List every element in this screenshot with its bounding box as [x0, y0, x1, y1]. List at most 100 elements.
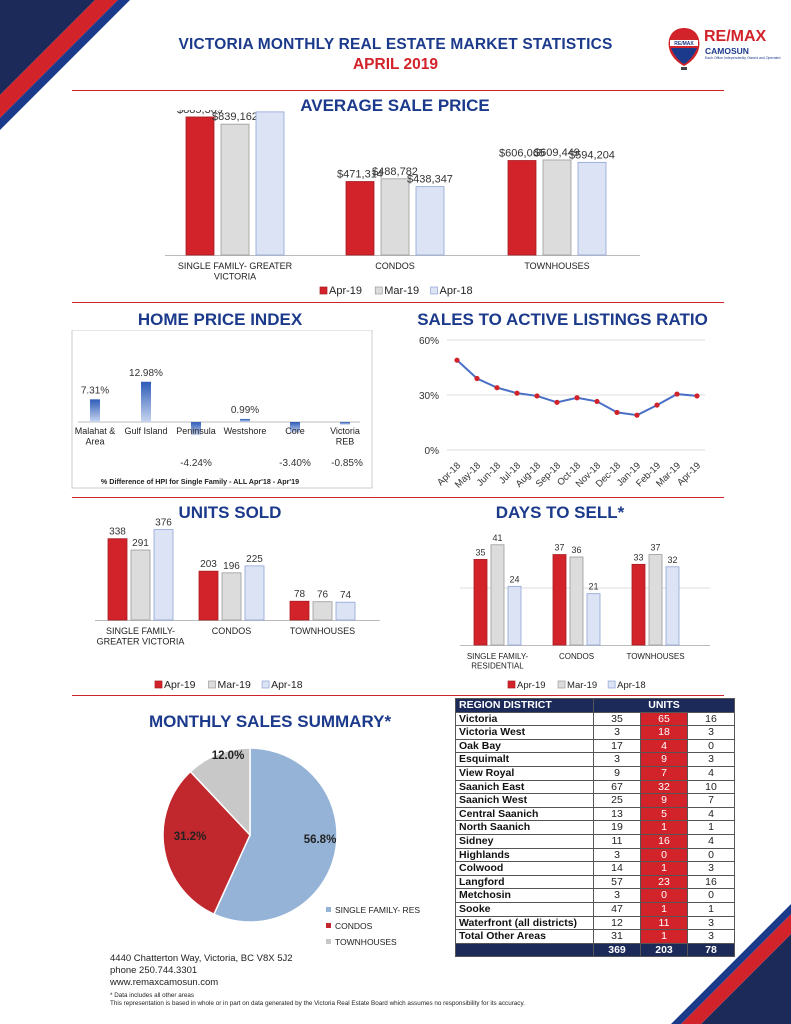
region-units: 3 — [593, 725, 641, 740]
legend-swatch — [326, 907, 331, 912]
table-row: Victoria 35 65 16 — [455, 711, 735, 727]
table-row: Victoria West 3 18 3 — [455, 725, 735, 740]
pie-slice — [212, 747, 338, 923]
data-point — [634, 412, 640, 418]
legend-swatch — [507, 680, 516, 689]
category-label: CONDOS — [212, 626, 252, 636]
data-point — [514, 390, 520, 396]
pie-slice — [189, 747, 251, 837]
region-units: 9 — [640, 752, 688, 767]
region-units: 7 — [640, 765, 688, 781]
table-row: Total Other Areas 31 1 3 — [455, 929, 735, 944]
data-point — [694, 393, 700, 399]
axis-label: % Difference of HPI for Single Family - … — [101, 477, 299, 486]
units-chart: 338 291 376 SINGLE FAMILY-GREATER VICTORIA 2… — [95, 518, 380, 691]
hpi-title: HOME PRICE INDEX — [137, 310, 303, 329]
table-row: North Saanich 19 1 1 — [455, 820, 735, 835]
region-units: 3 — [687, 861, 735, 876]
legend-swatch — [326, 923, 331, 928]
summary-title: MONTHLY SALES SUMMARY* — [148, 712, 392, 731]
region-units: 0 — [687, 738, 735, 754]
legend-label: CONDOS — [335, 921, 373, 931]
table-row: Saanich West 25 9 7 — [455, 793, 735, 808]
data-point — [474, 375, 480, 382]
region-units: 0 — [687, 847, 735, 863]
table-row: Highlands 3 0 0 — [455, 847, 735, 863]
region-name: Victoria — [455, 711, 594, 727]
legend-label: Apr-19 — [517, 680, 546, 691]
bar-mar-19 — [490, 544, 505, 646]
salr-title: SALES TO ACTIVE LISTINGS RATIO — [417, 310, 708, 329]
region-name: North Saanich — [455, 820, 594, 835]
legend-label: SINGLE FAMILY- RES — [335, 905, 420, 915]
data-label: 196 — [223, 561, 240, 572]
region-units: 3 — [687, 725, 735, 740]
corner-stripes-top-left — [0, 0, 130, 130]
data-point — [674, 391, 680, 397]
data-label: -4.24% — [180, 458, 212, 469]
remax-logo: RE/MAX RE/MAX CAMOSUN Each Office Indepe… — [666, 26, 786, 78]
region-name: Metchosin — [455, 888, 594, 903]
bar-mar-19 — [221, 572, 242, 621]
data-label: $885,309 — [177, 110, 223, 116]
region-units: 13 — [593, 806, 641, 822]
dts-chart: 35 41 24 SINGLE FAMILY-RESIDENTIAL 37 36 21 CON… — [460, 533, 710, 691]
salr-chart: 0%30%60%Apr-18May-18Jun-18Jul-18Aug-18Se… — [419, 336, 705, 491]
legend-label: Apr-18 — [271, 679, 303, 691]
balloon-icon: RE/MAX — [668, 28, 700, 70]
data-point — [574, 395, 580, 401]
dts-title: DAYS TO SELL* — [495, 503, 625, 522]
table-row: Waterfront (all districts) 12 11 3 — [455, 915, 735, 931]
bar-apr-19 — [473, 559, 488, 646]
units-title: UNITS SOLD — [178, 503, 282, 522]
region-units: 11 — [593, 833, 641, 849]
hpi-chart: 7.31% Malahat &Area 12.98% Gulf Island -4.24… — [71, 330, 373, 489]
region-units: 4 — [687, 765, 735, 781]
data-label: $839,162 — [212, 111, 258, 123]
page-title: VICTORIA MONTHLY REAL ESTATE MARKET STAT… — [178, 36, 613, 53]
category-label: Victoria — [330, 426, 360, 436]
footer-web[interactable]: www.remaxcamosun.com — [110, 977, 219, 988]
hpi-bar — [290, 422, 300, 433]
data-label: 32 — [667, 555, 677, 565]
divider — [72, 90, 724, 91]
data-label: -0.85% — [331, 458, 363, 469]
total-units: 78 — [687, 942, 735, 958]
region-units: 3 — [593, 847, 641, 863]
region-units: 67 — [593, 779, 641, 795]
region-units: 3 — [593, 752, 641, 767]
data-label: -3.40% — [279, 458, 311, 469]
category-label: TOWNHOUSES — [290, 626, 355, 636]
hpi-bar — [90, 399, 100, 422]
data-label: 12.0% — [212, 750, 245, 762]
data-point — [654, 402, 660, 408]
bar-apr-18 — [586, 593, 601, 646]
region-units: 31 — [593, 929, 641, 944]
data-label: 24 — [509, 574, 519, 584]
category-label: CONDOS — [375, 261, 415, 271]
table-header-row: REGION DISTRICT UNITS — [455, 698, 735, 713]
region-units: 57 — [593, 874, 641, 890]
region-units: 0 — [687, 888, 735, 903]
region-units: 5 — [640, 806, 688, 822]
data-label: 31.2% — [174, 831, 207, 843]
footer-note-1: * Data includes all other areas — [110, 992, 195, 999]
legend-label: TOWNHOUSES — [335, 937, 397, 947]
bar-mar-19 — [380, 178, 410, 256]
data-label: 376 — [155, 518, 172, 529]
bar-mar-19 — [312, 601, 333, 621]
bar-apr-19 — [631, 563, 646, 646]
category-label: Core — [285, 426, 305, 436]
region-units: 16 — [687, 711, 735, 727]
region-name: Sidney — [455, 833, 594, 849]
table-row: Saanich East 67 32 10 — [455, 779, 735, 795]
region-name: Sooke — [455, 901, 594, 917]
data-label: 78 — [294, 589, 306, 600]
category-label: Gulf Island — [124, 426, 167, 436]
region-units: 1 — [640, 820, 688, 835]
data-label: 41 — [492, 533, 502, 543]
bar-apr-19 — [552, 554, 567, 646]
region-units: 0 — [640, 847, 688, 863]
region-name: Saanich East — [455, 779, 594, 795]
bar-apr-18 — [507, 585, 522, 646]
